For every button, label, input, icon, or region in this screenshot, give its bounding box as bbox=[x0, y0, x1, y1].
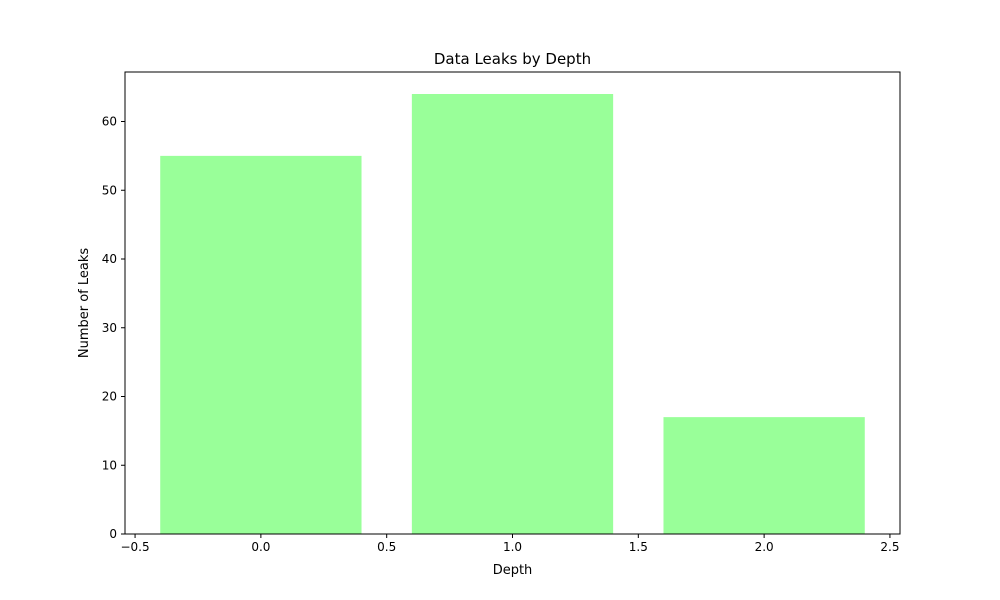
x-axis-ticks: −0.5 0.0 0.5 1.0 1.5 2.0 2.5 bbox=[120, 534, 899, 554]
y-tick-label: 10 bbox=[102, 458, 117, 472]
chart-title: Data Leaks by Depth bbox=[434, 50, 591, 68]
y-tick-label: 30 bbox=[102, 321, 117, 335]
y-tick-label: 40 bbox=[102, 252, 117, 266]
x-tick-label: 2.0 bbox=[755, 540, 774, 554]
x-tick-label: 0.0 bbox=[251, 540, 270, 554]
x-tick-label: 0.5 bbox=[377, 540, 396, 554]
x-tick-label: 1.5 bbox=[629, 540, 648, 554]
bar-depth-2 bbox=[663, 417, 865, 534]
y-axis-ticks: 0 10 20 30 40 50 60 bbox=[102, 115, 125, 541]
y-tick-label: 20 bbox=[102, 390, 117, 404]
x-tick-label: −0.5 bbox=[120, 540, 149, 554]
y-tick-label: 60 bbox=[102, 115, 117, 129]
x-axis-label: Depth bbox=[493, 563, 533, 578]
bar-depth-1 bbox=[411, 94, 614, 534]
plot-area-frame bbox=[124, 71, 901, 535]
y-tick-label: 0 bbox=[109, 527, 117, 541]
bar-depth-0 bbox=[160, 155, 362, 534]
bars-group bbox=[160, 94, 865, 534]
y-axis-label: Number of Leaks bbox=[77, 248, 92, 359]
x-tick-label: 2.5 bbox=[880, 540, 899, 554]
y-tick-label: 50 bbox=[102, 183, 117, 197]
x-tick-label: 1.0 bbox=[503, 540, 522, 554]
